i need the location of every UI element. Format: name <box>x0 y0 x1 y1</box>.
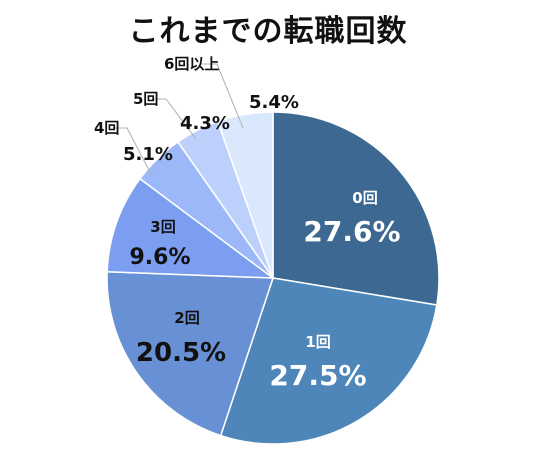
chart-title: これまでの転職回数 <box>128 14 408 49</box>
pie-slice-6 <box>216 111 274 279</box>
leader-line-6 <box>201 63 244 129</box>
pie-slice-3 <box>106 177 276 279</box>
slice-category-label-5: 5回 <box>133 90 158 108</box>
slice-category-label-4: 4回 <box>94 119 119 137</box>
slice-value-label-4: 5.1% <box>123 144 173 165</box>
slice-category-label-0: 0回 <box>352 189 377 207</box>
slice-value-label-0: 27.6% <box>303 215 400 248</box>
slice-category-label-2: 2回 <box>174 309 199 327</box>
slice-category-label-6: 6回以上 <box>164 55 219 73</box>
slice-value-label-2: 20.5% <box>136 338 226 368</box>
slice-category-label-1: 1回 <box>305 333 330 351</box>
pie-slice-0 <box>272 111 440 306</box>
slice-value-label-6: 5.4% <box>249 92 299 113</box>
pie-slice-1 <box>219 277 438 445</box>
slice-value-label-1: 27.5% <box>269 359 366 392</box>
pie-slice-2 <box>106 270 275 437</box>
slice-value-label-3: 9.6% <box>129 245 190 270</box>
leader-line-4 <box>113 127 153 177</box>
slice-value-label-5: 4.3% <box>180 113 230 134</box>
slice-category-label-3: 3回 <box>150 218 175 236</box>
leader-line-5 <box>152 98 197 140</box>
